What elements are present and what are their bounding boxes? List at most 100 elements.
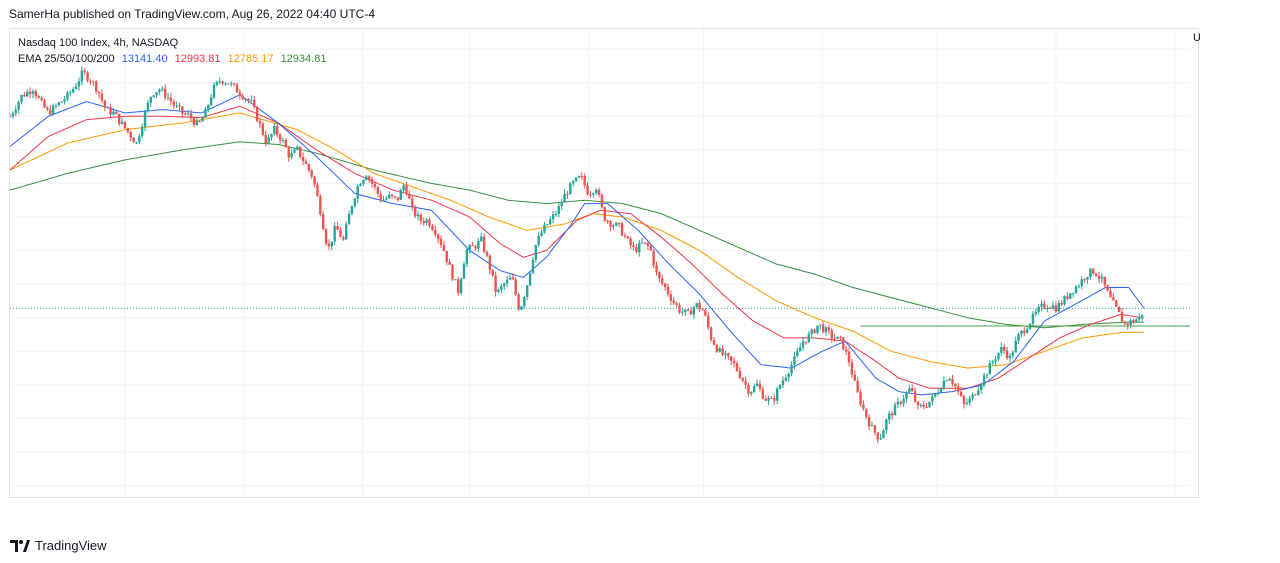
candle-body xyxy=(623,235,627,237)
candle-body xyxy=(856,380,859,393)
candle-body xyxy=(1011,352,1015,356)
candle-body xyxy=(350,206,354,214)
chart-frame[interactable]: 12876.00 17000.0016500.0016000.0015500.0… xyxy=(9,28,1200,499)
candle-body xyxy=(198,121,201,123)
candle-body xyxy=(830,330,833,339)
candle-body xyxy=(253,99,256,107)
candle-body xyxy=(293,149,296,153)
candle-body xyxy=(192,117,196,125)
candle-body xyxy=(985,374,989,376)
candle-body xyxy=(758,383,762,389)
candle-body xyxy=(1109,290,1112,298)
candle-body xyxy=(1094,273,1098,277)
candle-body xyxy=(672,300,675,303)
candle-body xyxy=(1051,305,1055,309)
candle-body xyxy=(853,374,856,381)
candle-body xyxy=(965,402,969,404)
candle-body xyxy=(730,356,733,361)
candle-body xyxy=(942,380,946,389)
candle-body xyxy=(819,324,822,326)
candle-body xyxy=(517,294,520,310)
candle-body xyxy=(287,147,290,158)
candle-body xyxy=(336,226,339,230)
candle-body xyxy=(649,245,652,251)
candle-body xyxy=(169,97,173,102)
candle-body xyxy=(701,309,704,311)
candle-body xyxy=(445,250,448,262)
candle-body xyxy=(698,303,701,310)
candle-body xyxy=(1054,305,1058,312)
candle-body xyxy=(416,214,420,217)
candle-body xyxy=(299,146,302,157)
tradingview-footer[interactable]: TradingView xyxy=(10,538,107,553)
candle-body xyxy=(54,105,58,107)
candle-body xyxy=(712,339,716,345)
candle-body xyxy=(155,92,158,96)
candle-body xyxy=(1069,293,1072,299)
candle-body xyxy=(330,241,334,247)
candle-body xyxy=(273,125,276,135)
candle-body xyxy=(250,99,253,101)
candle-body xyxy=(640,242,644,244)
candle-body xyxy=(143,111,147,127)
candle-body xyxy=(1066,296,1069,299)
candle-body xyxy=(913,391,917,402)
candle-body xyxy=(606,220,609,222)
candle-body xyxy=(767,398,770,401)
candle-body xyxy=(948,378,951,381)
candle-body xyxy=(313,176,316,185)
candle-body xyxy=(34,91,38,97)
candle-body xyxy=(652,250,655,266)
candle-body xyxy=(620,223,624,236)
candle-body xyxy=(86,72,89,81)
candle-body xyxy=(540,232,543,237)
candle-body xyxy=(428,219,431,227)
candle-body xyxy=(373,183,377,188)
candle-body xyxy=(204,109,207,118)
candle-body xyxy=(201,117,204,122)
candle-body xyxy=(526,285,529,297)
candle-body xyxy=(49,109,52,115)
candle-body xyxy=(408,194,411,199)
candle-body xyxy=(1089,268,1092,278)
candle-body xyxy=(1023,330,1026,333)
ema25-line xyxy=(10,94,1145,396)
candle-body xyxy=(813,329,816,333)
candle-body xyxy=(413,206,417,217)
price-chart[interactable]: 12876.00 17000.0016500.0016000.0015500.0… xyxy=(10,29,1200,499)
candle-body xyxy=(270,134,273,138)
candle-body xyxy=(26,91,29,97)
candle-body xyxy=(787,373,790,378)
candle-body xyxy=(126,128,130,132)
ema50-value: 12993.81 xyxy=(174,53,221,65)
candle-body xyxy=(382,199,385,201)
candle-body xyxy=(129,131,132,138)
candle-body xyxy=(638,242,641,253)
candle-body xyxy=(321,214,325,230)
tradingview-logo-icon xyxy=(10,539,30,552)
ema100-line xyxy=(10,112,1145,369)
candle-body xyxy=(365,176,368,181)
candle-body xyxy=(514,279,517,295)
candle-body xyxy=(882,430,885,439)
candle-body xyxy=(14,109,17,114)
candle-body xyxy=(890,413,894,416)
candle-body xyxy=(537,236,540,246)
candle-body xyxy=(103,100,107,108)
candle-body xyxy=(224,83,227,85)
ema50-line xyxy=(10,105,1145,389)
candle-body xyxy=(675,302,678,305)
candle-body xyxy=(10,116,12,118)
candle-body xyxy=(836,336,839,339)
candle-body xyxy=(92,81,95,83)
candle-body xyxy=(577,175,581,178)
candle-body xyxy=(778,385,782,389)
candle-body xyxy=(876,432,879,440)
candle-body xyxy=(97,91,101,94)
candle-body xyxy=(727,353,730,357)
candle-body xyxy=(425,219,428,224)
candle-body xyxy=(40,97,43,101)
candle-body xyxy=(207,105,210,110)
candle-body xyxy=(885,419,888,431)
candle-body xyxy=(178,105,181,107)
